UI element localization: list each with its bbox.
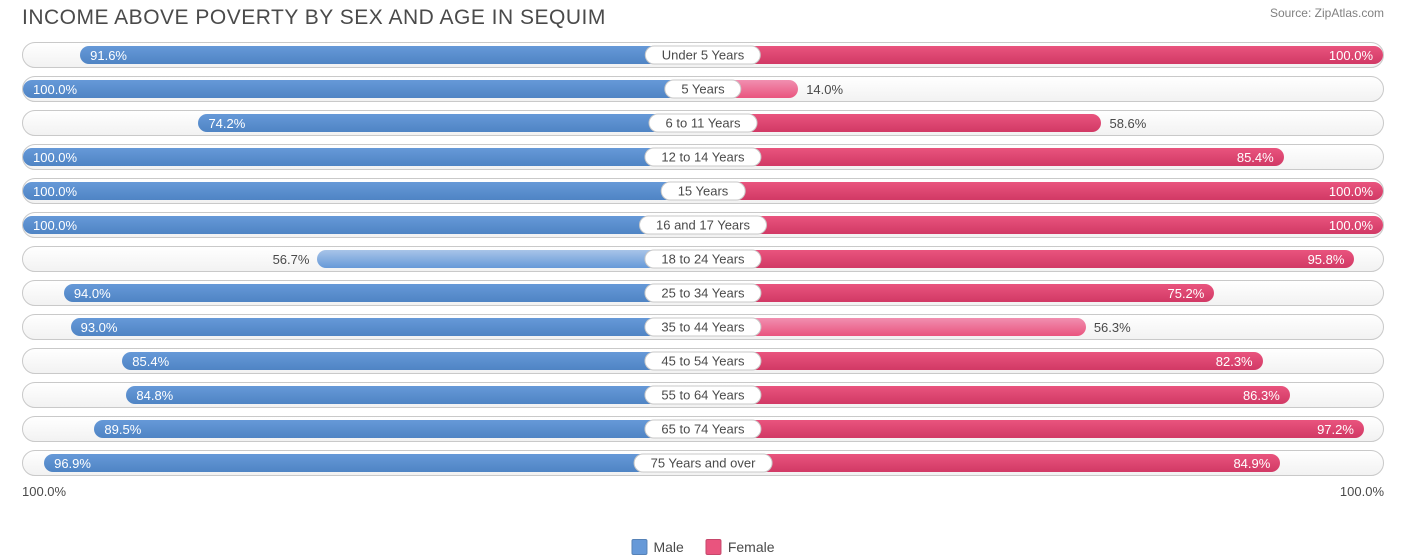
chart-row: 100.0% 85.4% 12 to 14 Years [22, 144, 1384, 170]
bar-label-male: 56.7% [273, 252, 318, 267]
x-axis: 100.0% 100.0% [22, 484, 1384, 504]
bar-female: 86.3% [703, 386, 1290, 404]
chart-title: INCOME ABOVE POVERTY BY SEX AND AGE IN S… [22, 6, 606, 30]
legend-label-female: Female [728, 539, 775, 555]
bar-label-female: 100.0% [1329, 48, 1373, 63]
category-label: 16 and 17 Years [639, 216, 767, 235]
category-label: Under 5 Years [645, 46, 761, 65]
bar-label-female: 84.9% [1233, 456, 1270, 471]
category-label: 75 Years and over [634, 454, 773, 473]
bar-label-male: 85.4% [132, 354, 169, 369]
category-label: 25 to 34 Years [644, 284, 761, 303]
axis-tick-right: 100.0% [1340, 484, 1384, 499]
bar-male: 100.0% [23, 216, 703, 234]
chart-row: 100.0% 100.0% 15 Years [22, 178, 1384, 204]
bar-label-female: 95.8% [1308, 252, 1345, 267]
category-label: 65 to 74 Years [644, 420, 761, 439]
bar-female: 100.0% [703, 216, 1383, 234]
chart-row: 85.4% 82.3% 45 to 54 Years [22, 348, 1384, 374]
bar-label-male: 91.6% [90, 48, 127, 63]
bar-label-male: 74.2% [208, 116, 245, 131]
chart-row: 84.8% 86.3% 55 to 64 Years [22, 382, 1384, 408]
bar-label-male: 100.0% [33, 184, 77, 199]
bar-label-female: 14.0% [798, 82, 843, 97]
bar-male: 100.0% [23, 148, 703, 166]
chart-source: Source: ZipAtlas.com [1270, 6, 1384, 20]
bar-label-male: 100.0% [33, 82, 77, 97]
chart-row: 94.0% 75.2% 25 to 34 Years [22, 280, 1384, 306]
bar-label-male: 84.8% [136, 388, 173, 403]
bar-label-female: 100.0% [1329, 184, 1373, 199]
chart-row: 93.0% 56.3% 35 to 44 Years [22, 314, 1384, 340]
legend-swatch-female [706, 539, 722, 555]
legend-label-male: Male [653, 539, 683, 555]
bar-female: 100.0% [703, 182, 1383, 200]
legend: Male Female [631, 539, 774, 555]
category-label: 12 to 14 Years [644, 148, 761, 167]
bar-male: 74.2% [198, 114, 703, 132]
bar-female: 100.0% [703, 46, 1383, 64]
bar-female: 58.6% [703, 114, 1101, 132]
bar-label-female: 82.3% [1216, 354, 1253, 369]
chart-row: 100.0% 14.0% 5 Years [22, 76, 1384, 102]
bar-female: 97.2% [703, 420, 1364, 438]
category-label: 5 Years [664, 80, 741, 99]
bar-female: 84.9% [703, 454, 1280, 472]
legend-swatch-male [631, 539, 647, 555]
bar-male: 89.5% [94, 420, 703, 438]
chart-row: 96.9% 84.9% 75 Years and over [22, 450, 1384, 476]
bar-male: 85.4% [122, 352, 703, 370]
bar-male: 100.0% [23, 80, 703, 98]
bar-label-male: 93.0% [81, 320, 118, 335]
bar-label-male: 100.0% [33, 218, 77, 233]
bar-male: 100.0% [23, 182, 703, 200]
legend-item-male: Male [631, 539, 683, 555]
legend-item-female: Female [706, 539, 775, 555]
category-label: 55 to 64 Years [644, 386, 761, 405]
bar-female: 95.8% [703, 250, 1354, 268]
bar-label-female: 97.2% [1317, 422, 1354, 437]
category-label: 45 to 54 Years [644, 352, 761, 371]
bar-male: 93.0% [71, 318, 703, 336]
bar-male: 91.6% [80, 46, 703, 64]
category-label: 35 to 44 Years [644, 318, 761, 337]
bar-label-female: 86.3% [1243, 388, 1280, 403]
chart-header: INCOME ABOVE POVERTY BY SEX AND AGE IN S… [0, 0, 1406, 30]
axis-tick-left: 100.0% [22, 484, 66, 499]
bar-male: 94.0% [64, 284, 703, 302]
bar-female: 75.2% [703, 284, 1214, 302]
bar-label-male: 89.5% [104, 422, 141, 437]
bar-label-male: 96.9% [54, 456, 91, 471]
chart-row: 56.7% 95.8% 18 to 24 Years [22, 246, 1384, 272]
bar-female: 82.3% [703, 352, 1263, 370]
bar-female: 85.4% [703, 148, 1284, 166]
bar-male: 84.8% [126, 386, 703, 404]
chart-row: 91.6% 100.0% Under 5 Years [22, 42, 1384, 68]
bar-male: 96.9% [44, 454, 703, 472]
bar-label-female: 85.4% [1237, 150, 1274, 165]
bar-label-male: 94.0% [74, 286, 111, 301]
chart-row: 89.5% 97.2% 65 to 74 Years [22, 416, 1384, 442]
bar-label-male: 100.0% [33, 150, 77, 165]
chart-row: 74.2%58.6%6 to 11 Years [22, 110, 1384, 136]
category-label: 6 to 11 Years [649, 114, 758, 133]
chart-row: 100.0% 100.0% 16 and 17 Years [22, 212, 1384, 238]
bar-label-female: 75.2% [1167, 286, 1204, 301]
chart-body: 91.6% 100.0% Under 5 Years 100.0% 14.0% 5 Yea… [0, 30, 1406, 476]
category-label: 15 Years [661, 182, 746, 201]
category-label: 18 to 24 Years [644, 250, 761, 269]
bar-label-female: 56.3% [1086, 320, 1131, 335]
bar-label-female: 100.0% [1329, 218, 1373, 233]
bar-label-female: 58.6% [1101, 116, 1146, 131]
